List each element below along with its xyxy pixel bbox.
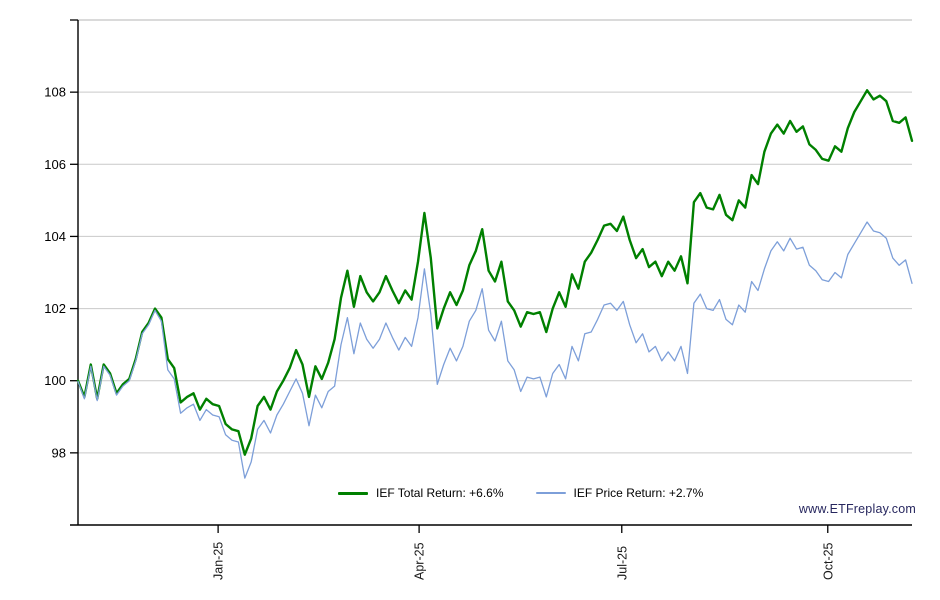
x-tick-label-Jan-25: Jan-25 (212, 542, 226, 580)
price-return-legend-label: IEF Price Return: +2.7% (573, 486, 704, 500)
x-tick-label-Apr-25: Apr-25 (413, 542, 427, 580)
y-tick-label-98: 98 (52, 445, 66, 460)
x-tick-label-Jul-25: Jul-25 (615, 546, 629, 580)
series-line-price-return (77, 221, 913, 479)
series-line-total-return (76, 89, 914, 456)
legend-item-total-return: IEF Total Return: +6.6% (338, 486, 504, 500)
y-tick-label-108: 108 (44, 85, 66, 100)
price-return-line-swatch (535, 492, 566, 494)
y-tick-label-102: 102 (44, 301, 66, 316)
y-tick-label-106: 106 (44, 157, 66, 172)
y-tick-label-100: 100 (44, 373, 66, 388)
watermark-text: www.ETFreplay.com (798, 502, 916, 516)
chart-legend: IEF Total Return: +6.6% IEF Price Return… (338, 486, 703, 500)
total-return-line-swatch (338, 491, 368, 495)
y-tick-label-104: 104 (44, 229, 66, 244)
total-return-legend-label: IEF Total Return: +6.6% (376, 486, 504, 500)
x-tick-label-Oct-25: Oct-25 (821, 542, 835, 580)
legend-item-price-return: IEF Price Return: +2.7% (535, 486, 704, 500)
